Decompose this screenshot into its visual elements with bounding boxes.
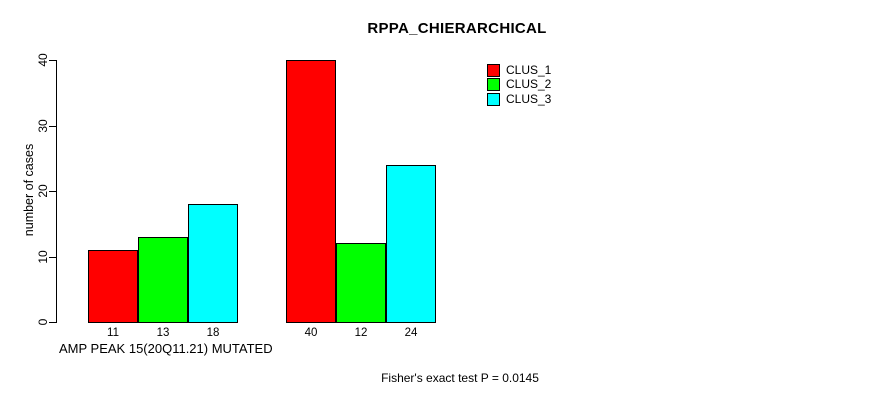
bar-value-label: 11 [107,327,119,339]
chart-title: RPPA_CHIERARCHICAL [367,20,547,37]
y-tick-mark [49,191,57,192]
bar-clus_1-group1 [88,250,138,323]
y-axis-label: number of cases [22,143,36,237]
annotation-text: Fisher's exact test P = 0.0145 [381,371,539,385]
y-tick-label: 40 [36,53,50,67]
y-tick-label: 0 [36,318,50,326]
bar-value-label: 13 [156,327,170,339]
bar-value-label: 12 [354,327,368,339]
legend-label: CLUS_2 [506,77,552,92]
bar-clus_1-group2 [286,60,336,323]
legend-swatch [487,78,500,92]
legend-label: CLUS_1 [506,62,552,77]
legend-swatch [487,92,500,106]
bar-clus_3-group2 [386,165,436,323]
y-tick-label: 30 [36,119,50,133]
y-tick-label: 10 [36,250,50,264]
y-tick-mark [49,322,57,323]
legend-item-clus_1: CLUS_1 [487,63,551,78]
y-tick-mark [49,60,57,61]
legend-item-clus_3: CLUS_3 [487,92,551,107]
bar-value-label: 24 [404,327,418,339]
bar-clus_2-group2 [336,243,386,323]
y-tick-mark [49,257,57,258]
bar-clus_3-group1 [188,204,238,323]
legend-item-clus_2: CLUS_2 [487,78,551,93]
x-axis-label: AMP PEAK 15(20Q11.21) MUTATED [59,341,273,356]
y-tick-label: 20 [36,184,50,198]
legend: CLUS_1 CLUS_2 CLUS_3 [487,63,551,107]
y-tick-mark [49,126,57,127]
legend-label: CLUS_3 [506,91,552,106]
bar-value-label: 18 [206,327,220,339]
legend-swatch [487,63,500,77]
bar-clus_2-group1 [138,237,188,323]
bar-value-label: 40 [304,327,318,339]
